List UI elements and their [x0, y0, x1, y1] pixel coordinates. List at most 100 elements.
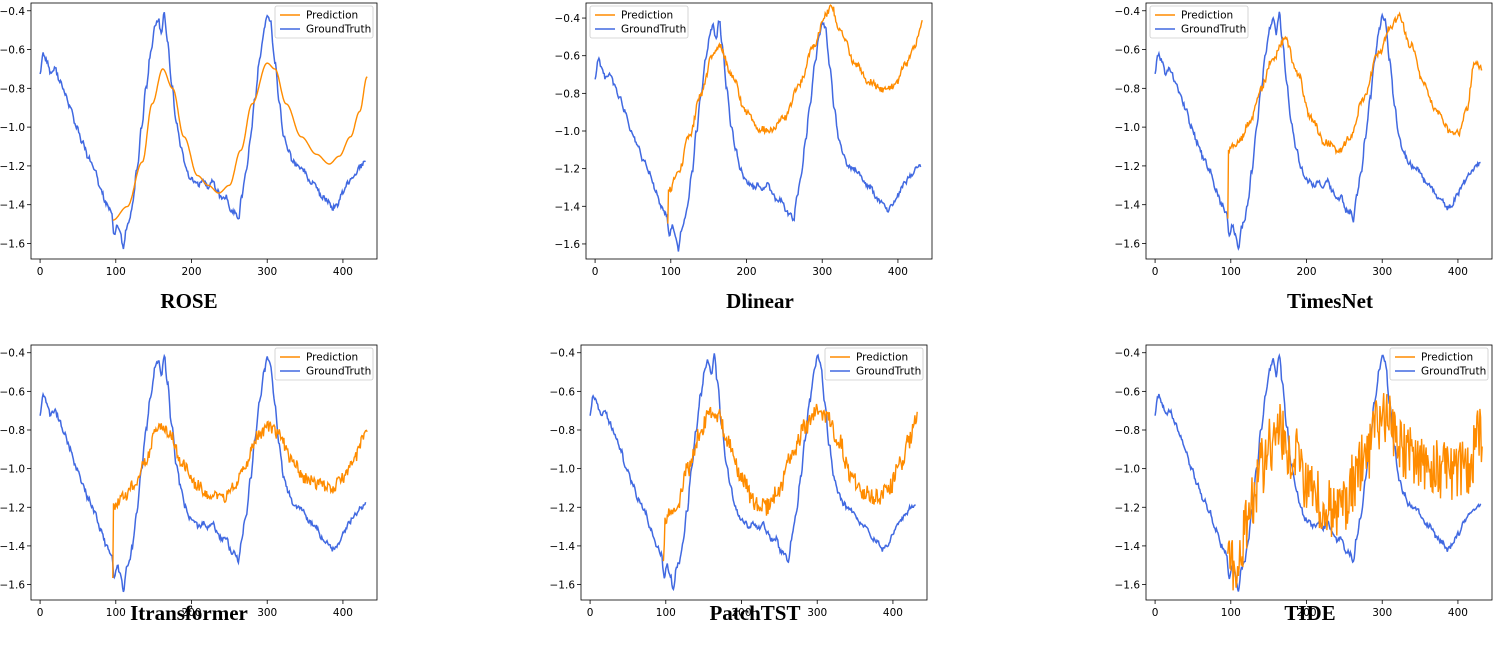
y-tick-label: −1.0	[550, 464, 576, 476]
x-tick-label: 100	[656, 607, 676, 619]
legend-label-groundtruth: GroundTruth	[1421, 366, 1486, 378]
x-tick-label: 0	[587, 607, 594, 619]
chart-title: TimesNet	[1287, 289, 1373, 313]
x-tick-label: 400	[883, 607, 903, 619]
y-tick-label: −1.2	[1115, 502, 1141, 514]
x-tick-label: 0	[592, 266, 599, 278]
x-tick-label: 300	[257, 607, 277, 619]
y-tick-label: −0.8	[0, 83, 25, 95]
y-tick-label: −0.6	[0, 386, 25, 398]
chart-panel-patchtst: 0 100 200 300 400 −1.6 −1.4 −1.2 −1.0 −0.8 −0.6 −0.…	[550, 344, 928, 625]
plot-frame	[30, 2, 378, 260]
y-tick-label: −1.4	[0, 200, 25, 212]
x-tick-label: 100	[1221, 607, 1241, 619]
x-tick-label: 400	[333, 266, 353, 278]
legend: Prediction GroundTruth	[1149, 5, 1249, 39]
plot-frame	[30, 344, 378, 601]
y-tick-label: −1.4	[1115, 200, 1141, 212]
legend-label-groundtruth: GroundTruth	[856, 366, 921, 378]
y-tick-label: −0.4	[550, 348, 576, 360]
y-tick-label: −1.2	[555, 164, 581, 176]
chart-panel-rose: 0 100 200 300 400 −1.6 −1.4 −1.2 −1.0 −0.8 −0.6 −0.…	[0, 2, 378, 313]
series-line-prediction	[1227, 393, 1483, 591]
x-tick-label: 400	[888, 266, 908, 278]
series-line-groundtruth	[39, 11, 366, 250]
legend: Prediction GroundTruth	[274, 5, 374, 39]
series-line-groundtruth	[1154, 11, 1481, 251]
y-tick-label: −0.4	[1115, 6, 1141, 18]
legend-label-prediction: Prediction	[306, 352, 358, 364]
x-tick-label: 300	[807, 607, 827, 619]
chart-panel-dlinear: 0 100 200 300 400 −1.6 −1.4 −1.2 −1.0 −0.8 −0.6 −0.…	[555, 2, 933, 313]
chart-title: TIDE	[1284, 601, 1335, 625]
series-line-groundtruth	[594, 20, 922, 252]
y-tick-label: −1.4	[550, 541, 576, 553]
x-tick-label: 0	[1152, 607, 1159, 619]
x-tick-label: 200	[181, 266, 201, 278]
x-tick-label: 200	[731, 607, 751, 619]
y-tick-label: −1.0	[0, 122, 25, 134]
y-tick-label: −0.8	[1115, 425, 1141, 437]
y-tick-label: −1.2	[550, 502, 576, 514]
y-tick-label: −0.8	[1115, 83, 1141, 95]
y-tick-label: −1.0	[1115, 464, 1141, 476]
plot-frame	[1145, 344, 1493, 601]
series-line-prediction	[1227, 11, 1483, 219]
y-tick-label: −1.4	[1115, 541, 1141, 553]
x-tick-label: 400	[1448, 266, 1468, 278]
x-tick-label: 300	[257, 266, 277, 278]
series-line-prediction	[662, 403, 918, 562]
y-tick-label: −0.8	[0, 425, 25, 437]
y-tick-label: −1.4	[0, 541, 25, 553]
y-tick-label: −1.6	[1115, 580, 1141, 592]
y-tick-label: −0.8	[550, 425, 576, 437]
x-tick-label: 300	[1372, 607, 1392, 619]
legend-box	[274, 5, 374, 39]
y-tick-label: −1.6	[0, 580, 25, 592]
plot-frame	[580, 344, 928, 601]
series-line-prediction	[112, 62, 368, 221]
chart-title: PatchTST	[709, 601, 800, 625]
y-tick-label: −1.2	[1115, 161, 1141, 173]
chart-panel-tide: 0 100 200 300 400 −1.6 −1.4 −1.2 −1.0 −0.8 −0.6 −0.…	[1115, 344, 1493, 625]
legend-label-groundtruth: GroundTruth	[306, 24, 371, 36]
chart-title: Dlinear	[726, 289, 794, 313]
series-line-groundtruth	[589, 353, 916, 592]
legend-box	[1389, 347, 1489, 381]
y-tick-label: −1.2	[0, 161, 25, 173]
legend: Prediction GroundTruth	[274, 347, 374, 381]
chart-panel-timesnet: 0 100 200 300 400 −1.6 −1.4 −1.2 −1.0 −0.8 −0.6 −0.…	[1115, 2, 1493, 313]
legend-label-groundtruth: GroundTruth	[621, 24, 686, 36]
y-tick-label: −0.6	[555, 51, 581, 63]
x-tick-label: 200	[1296, 266, 1316, 278]
legend-box	[1149, 5, 1249, 39]
series-line-prediction	[112, 420, 368, 579]
legend: Prediction GroundTruth	[824, 347, 924, 381]
series-line-groundtruth	[1154, 352, 1482, 592]
legend-label-prediction: Prediction	[306, 10, 358, 22]
x-tick-label: 200	[181, 607, 201, 619]
legend-label-groundtruth: GroundTruth	[306, 366, 371, 378]
y-tick-label: −1.0	[555, 126, 581, 138]
y-tick-label: −0.4	[555, 13, 581, 25]
x-tick-label: 0	[1152, 266, 1159, 278]
x-tick-label: 300	[1372, 266, 1392, 278]
x-tick-label: 0	[37, 607, 44, 619]
y-tick-label: −0.4	[0, 348, 25, 360]
y-tick-label: −0.6	[0, 45, 25, 57]
legend-label-prediction: Prediction	[856, 352, 908, 364]
y-tick-label: −1.6	[0, 238, 25, 250]
x-tick-label: 400	[1448, 607, 1468, 619]
x-tick-label: 300	[812, 266, 832, 278]
legend-label-prediction: Prediction	[621, 10, 673, 22]
y-tick-label: −1.0	[1115, 122, 1141, 134]
y-tick-label: −1.6	[550, 580, 576, 592]
x-tick-label: 400	[333, 607, 353, 619]
y-tick-label: −1.6	[1115, 238, 1141, 250]
y-tick-label: −0.4	[1115, 348, 1141, 360]
legend-label-prediction: Prediction	[1181, 10, 1233, 22]
chart-title: ROSE	[160, 289, 217, 313]
series-line-prediction	[667, 4, 923, 224]
x-tick-label: 100	[661, 266, 681, 278]
